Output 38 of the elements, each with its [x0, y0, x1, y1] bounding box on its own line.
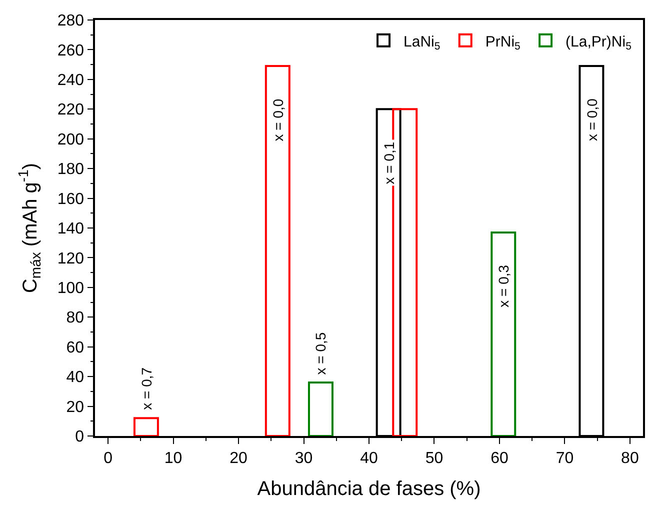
y-tick-label: 260: [57, 42, 84, 60]
legend-label: LaNi$_{5}$: [404, 33, 440, 52]
x-tick-label: 30: [294, 450, 313, 467]
y-tick-label: 0: [75, 428, 84, 446]
x-tick-label: 60: [490, 450, 508, 467]
annotation: x = 0,3: [495, 264, 512, 308]
y-tick-label: 280: [57, 12, 84, 30]
y-tick-label: 140: [57, 220, 84, 238]
y-tick-label: 20: [66, 398, 84, 416]
annotation: x = 0,0: [270, 98, 286, 142]
x-axis-title: Abundância de fases (%): [257, 478, 481, 500]
x-tick-label: 70: [556, 450, 574, 467]
bar: [133, 417, 159, 436]
y-tick-label: 40: [66, 369, 84, 386]
y-tick-label: 100: [57, 280, 84, 298]
x-tick-label: 40: [360, 450, 378, 467]
x-tick-label: 0: [104, 450, 113, 467]
x-tick-label: 10: [164, 450, 182, 467]
x-tick-label: 80: [621, 450, 639, 467]
y-tick-label: 60: [66, 339, 84, 356]
annotation: x = 0,7: [138, 367, 155, 410]
y-tick-label: 200: [57, 131, 84, 148]
y-tick-label: 80: [66, 310, 84, 327]
legend-label: (La,Pr)Ni$_{5}$: [566, 33, 632, 52]
x-tick-label: 50: [425, 450, 444, 467]
bar: [490, 231, 516, 436]
legend-label: PrNi$_{5}$: [485, 33, 521, 52]
annotation: x = 0,0: [584, 98, 600, 142]
bar: [308, 382, 334, 436]
annotation: x = 0,1: [380, 142, 397, 184]
annotation: x = 0,5: [312, 332, 329, 375]
x-tick-label: 20: [230, 450, 248, 467]
y-tick-label: 180: [57, 161, 84, 178]
y-tick-label: 120: [57, 250, 84, 268]
bar: [264, 65, 290, 436]
y-tick-label: 160: [57, 190, 84, 208]
y-tick-label: 220: [57, 102, 84, 119]
y-tick-label: 240: [57, 72, 84, 90]
